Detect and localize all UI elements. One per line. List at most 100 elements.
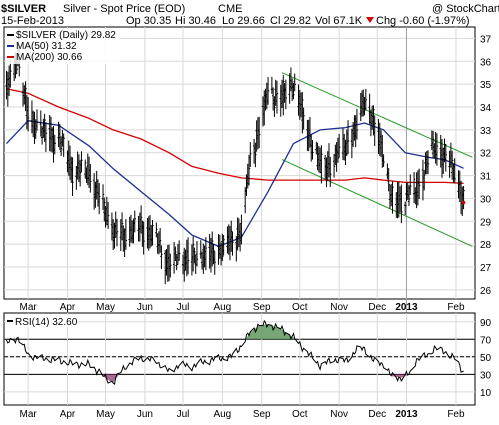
- price-bar: [320, 145, 323, 184]
- price-bar: [373, 115, 376, 146]
- price-bar: [89, 163, 92, 193]
- price-bar: [103, 197, 106, 222]
- price-bar: [169, 253, 172, 278]
- price-bar: [24, 81, 27, 112]
- rsi-x-tick-Feb: Feb: [447, 409, 465, 420]
- open-value: Op 30.35: [126, 15, 171, 27]
- price-bar: [35, 109, 39, 131]
- price-bar: [124, 218, 128, 250]
- price-y-tick-31: 31: [480, 172, 492, 183]
- price-bar: [80, 151, 83, 173]
- price-bar: [231, 231, 234, 256]
- price-bar: [301, 92, 304, 134]
- price-bar: [273, 96, 276, 117]
- rsi-x-axis: Mar Apr May Jun Jul Aug Sep Oct Nov Dec 2013 Feb: [20, 409, 466, 420]
- price-bar: [403, 201, 407, 215]
- price-y-tick-35: 35: [480, 80, 492, 91]
- legend-ma50: MA(50) 31.32: [16, 41, 77, 52]
- change-value: Chg -0.60 (-1.97%): [376, 15, 470, 27]
- price-bar: [213, 251, 216, 275]
- price-bar: [193, 247, 196, 263]
- price-y-tick-30: 30: [480, 194, 492, 205]
- price-bar: [101, 184, 105, 210]
- price-bar: [387, 167, 390, 192]
- rsi-x-tick-Apr: Apr: [60, 409, 76, 420]
- channel-lower-line: [281, 159, 473, 247]
- price-bar: [426, 150, 430, 175]
- last-price-marker: [461, 200, 466, 205]
- price-bar: [78, 159, 82, 187]
- price-bar: [177, 240, 181, 261]
- rsi-x-tick-Mar: Mar: [20, 409, 38, 420]
- rsi-legend-bg: [6, 315, 76, 327]
- price-bar: [247, 154, 251, 186]
- price-y-tick-29: 29: [480, 217, 492, 228]
- price-bar: [120, 212, 124, 241]
- price-bar: [106, 201, 110, 229]
- price-x-tick-Apr: Apr: [60, 302, 76, 313]
- rsi-overbought-fill-1: [245, 324, 296, 340]
- legend-price: $SILVER (Daily) 29.82: [16, 30, 116, 41]
- rsi-y-tick-30: 30: [480, 370, 492, 381]
- price-bar: [230, 220, 233, 252]
- price-bar: [26, 96, 30, 132]
- price-x-tick-Feb: Feb: [447, 302, 465, 313]
- price-bar: [186, 237, 190, 275]
- price-bar: [221, 233, 224, 262]
- rsi-y-tick-50: 50: [480, 353, 492, 364]
- price-bar: [372, 105, 375, 136]
- price-bar: [115, 218, 119, 247]
- low-value: Lo 29.66: [222, 15, 265, 27]
- rsi-x-tick-Jun: Jun: [137, 409, 153, 420]
- price-bar: [275, 80, 279, 114]
- close-value: Cl 29.82: [270, 15, 311, 27]
- price-y-tick-37: 37: [480, 34, 492, 45]
- price-bar: [9, 59, 12, 88]
- price-bar: [391, 181, 394, 214]
- price-bar: [435, 133, 439, 166]
- price-y-tick-32: 32: [480, 149, 492, 160]
- legend-rsi: RSI(14) 32.60: [15, 317, 78, 328]
- rsi-line: [6, 319, 464, 386]
- price-bars: [5, 41, 465, 285]
- instrument-name: Silver - Spot Price (EOD): [63, 3, 185, 15]
- volume-value: Vol 67.1K: [315, 15, 363, 27]
- date-label: 15-Feb-2013: [1, 15, 64, 27]
- price-y-tick-36: 36: [480, 57, 492, 68]
- price-bar: [423, 169, 426, 191]
- price-y-tick-26: 26: [480, 286, 492, 297]
- price-bar: [453, 158, 456, 184]
- rsi-y-tick-70: 70: [480, 335, 492, 346]
- price-bar: [142, 221, 145, 255]
- price-bar: [139, 205, 143, 233]
- price-x-tick-Dec: Dec: [368, 302, 386, 313]
- price-plot: [5, 41, 473, 285]
- price-x-tick-Sep: Sep: [253, 302, 271, 313]
- price-y-tick-28: 28: [480, 240, 492, 251]
- price-x-axis: Mar Apr May Jun Jul Aug Sep Oct Nov Dec 2013 Feb: [20, 302, 466, 313]
- price-x-tick-Jun: Jun: [137, 302, 153, 313]
- price-bar: [462, 186, 465, 210]
- price-bar: [332, 154, 336, 178]
- price-bar: [174, 246, 177, 261]
- price-bar: [160, 245, 163, 269]
- price-bar: [59, 136, 63, 156]
- rsi-x-tick-Oct: Oct: [292, 409, 308, 420]
- price-bar: [211, 231, 214, 267]
- price-bar: [212, 243, 215, 265]
- price-bar: [407, 185, 411, 207]
- price-bar: [84, 159, 87, 179]
- price-y-tick-27: 27: [480, 263, 492, 274]
- rsi-x-tick-Jul: Jul: [177, 409, 190, 420]
- price-bar: [44, 122, 48, 152]
- rsi-x-tick-Dec: Dec: [368, 409, 386, 420]
- price-bar: [364, 88, 368, 111]
- rsi-x-tick-Sep: Sep: [253, 409, 271, 420]
- price-bar: [329, 156, 332, 187]
- price-bar: [444, 143, 448, 172]
- price-bar: [183, 247, 186, 282]
- down-triangle-icon: [366, 17, 374, 23]
- price-bar: [450, 150, 454, 180]
- price-y-axis: 26 27 28 29 30 31 32 33 34 35 36 37: [480, 34, 492, 296]
